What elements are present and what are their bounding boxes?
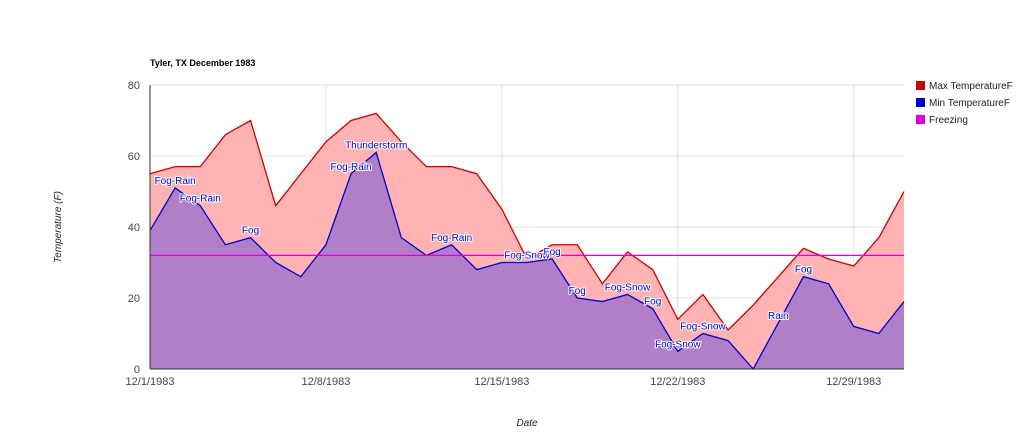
weather-annotation: Fog-Snow — [655, 339, 701, 350]
weather-annotation: Fog-Rain — [431, 233, 472, 244]
x-axis-label: Date — [516, 418, 538, 429]
legend-label: Max TemperatureF — [929, 81, 1013, 92]
y-tick-label: 80 — [128, 80, 140, 92]
weather-annotation: Fog — [569, 286, 586, 297]
weather-annotation: Fog — [544, 247, 561, 258]
x-tick-label: 12/15/1983 — [474, 376, 529, 388]
weather-annotation: Fog — [795, 265, 812, 276]
chart-title: Tyler, TX December 1983 — [150, 58, 255, 68]
y-tick-label: 60 — [128, 151, 140, 163]
weather-annotation: Fog-Rain — [180, 194, 221, 205]
weather-annotation: Fog — [644, 297, 661, 308]
legend-swatch — [916, 98, 925, 107]
y-tick-label: 40 — [128, 222, 140, 234]
x-tick-label: 12/1/1983 — [126, 376, 175, 388]
y-tick-label: 0 — [134, 364, 140, 376]
x-tick-label: 12/29/1983 — [826, 376, 881, 388]
weather-annotation: Fog — [242, 226, 259, 237]
weather-annotation: Rain — [768, 311, 789, 322]
x-tick-label: 12/8/1983 — [301, 376, 350, 388]
weather-annotation: Fog-Snow — [605, 282, 651, 293]
legend-swatch — [916, 115, 925, 124]
weather-annotation: Thunderstorm — [345, 140, 407, 151]
max-temperature-line — [149, 112, 905, 331]
legend-label: Min TemperatureF — [929, 98, 1010, 109]
weather-annotation: Fog-Rain — [155, 176, 196, 187]
weather-annotation: Fog-Snow — [504, 251, 550, 262]
weather-annotation: Fog-Rain — [330, 162, 371, 173]
min-temperature-area — [150, 152, 904, 369]
y-axis-label: Temperature (F) — [53, 191, 64, 263]
legend-label: Freezing — [929, 115, 968, 126]
min-temperature-line — [149, 151, 905, 371]
y-tick-label: 20 — [128, 293, 140, 305]
x-tick-label: 12/22/1983 — [650, 376, 705, 388]
legend-swatch — [916, 81, 925, 90]
weather-annotation: Fog-Snow — [680, 322, 726, 333]
